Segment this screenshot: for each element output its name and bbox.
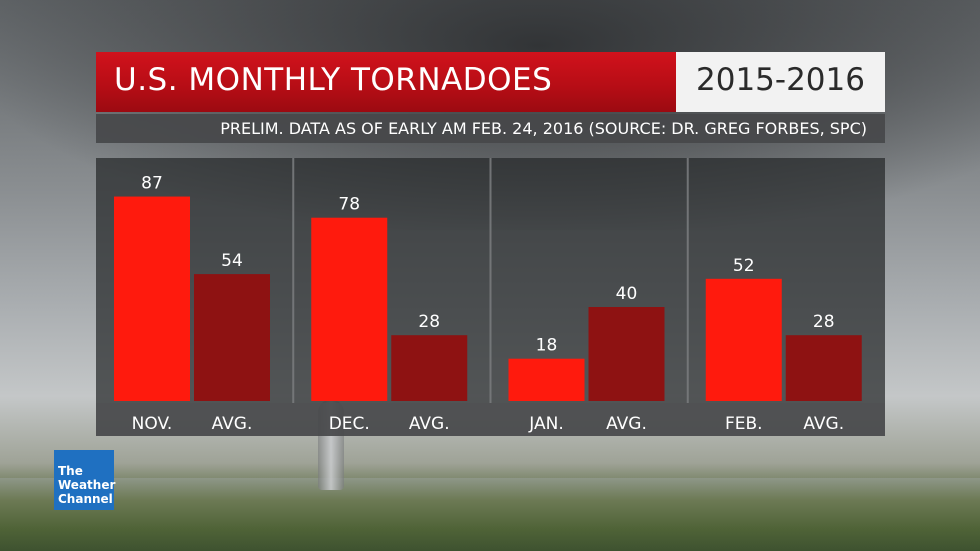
bar-value-label: 40 bbox=[616, 284, 638, 304]
average-bar bbox=[194, 274, 270, 401]
logo-line-3: Channel bbox=[58, 492, 113, 506]
category-label: AVG. bbox=[212, 414, 253, 434]
category-label: AVG. bbox=[606, 414, 647, 434]
month-bar bbox=[705, 278, 782, 401]
average-bar bbox=[391, 335, 468, 401]
category-label: AVG. bbox=[803, 414, 844, 434]
bar-value-label: 18 bbox=[536, 336, 558, 356]
bar-value-label: 52 bbox=[733, 256, 755, 276]
bar-value-label: 28 bbox=[418, 312, 440, 332]
year-range: 2015-2016 bbox=[696, 62, 865, 98]
category-label: NOV. bbox=[132, 414, 173, 434]
bar-value-label: 54 bbox=[221, 251, 243, 271]
data-source-note: PRELIM. DATA AS OF EARLY AM FEB. 24, 201… bbox=[220, 119, 867, 138]
month-bar bbox=[508, 358, 585, 401]
bar-value-label: 87 bbox=[141, 174, 163, 194]
title-banner: U.S. MONTHLY TORNADOES bbox=[96, 52, 676, 112]
subtitle-bar: PRELIM. DATA AS OF EARLY AM FEB. 24, 201… bbox=[96, 114, 885, 143]
category-label: AVG. bbox=[409, 414, 450, 434]
weather-channel-logo: The Weather Channel bbox=[54, 450, 116, 510]
chart-title: U.S. MONTHLY TORNADOES bbox=[114, 62, 553, 98]
bar-value-label: 28 bbox=[813, 312, 835, 332]
average-bar bbox=[785, 335, 862, 401]
logo-line-2: Weather bbox=[58, 478, 116, 492]
category-label: DEC. bbox=[329, 414, 370, 434]
bar-value-label: 78 bbox=[338, 195, 360, 215]
category-label-bar bbox=[96, 403, 885, 436]
year-range-box: 2015-2016 bbox=[676, 52, 885, 112]
category-label: FEB. bbox=[725, 414, 763, 434]
logo-line-1: The bbox=[58, 464, 83, 478]
average-bar bbox=[588, 307, 665, 401]
month-bar bbox=[114, 196, 190, 401]
category-label: JAN. bbox=[528, 414, 563, 434]
month-bar bbox=[311, 217, 388, 401]
prairie-ground bbox=[0, 478, 980, 551]
